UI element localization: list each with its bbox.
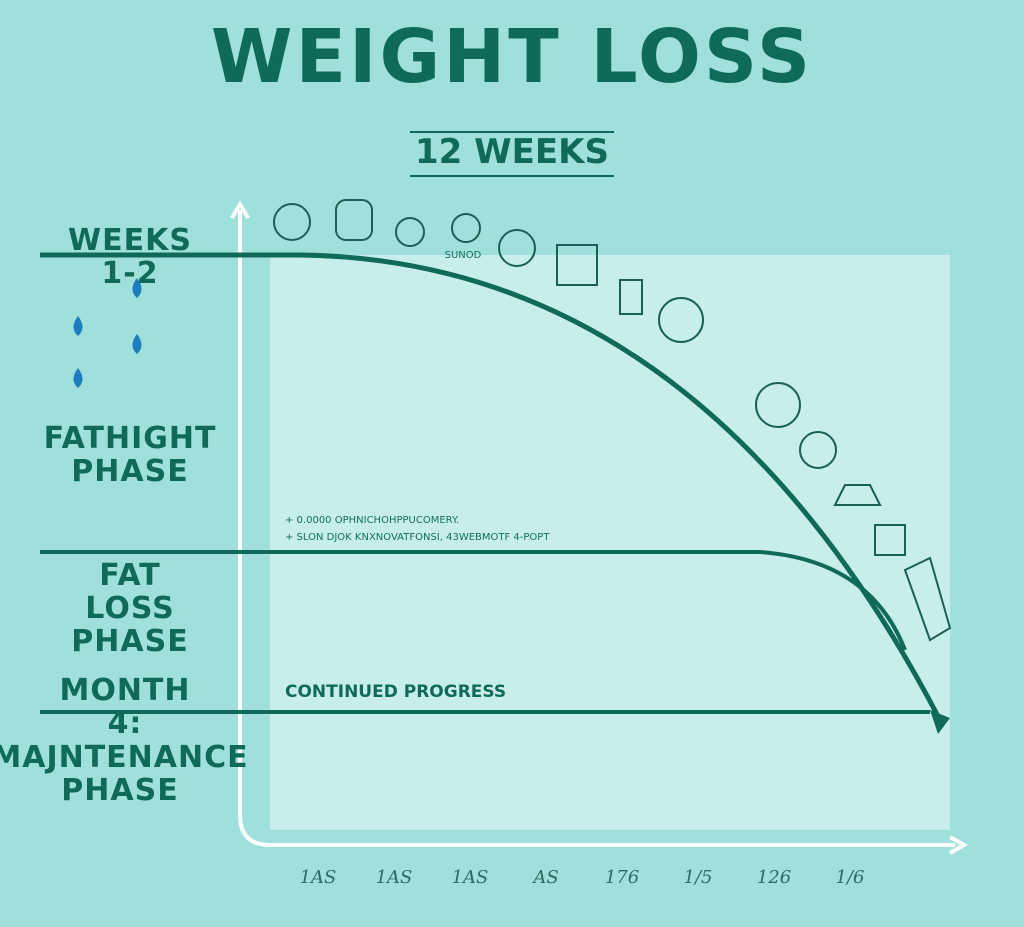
phase-label: FAT LOSS PHASE <box>71 558 188 659</box>
arrowheads <box>230 199 969 855</box>
title: WEIGHT LOSS <box>211 14 813 100</box>
arrow-tip <box>930 710 950 734</box>
note: + SLON DJOK KNXNOVATFONSI, 43WEBMOTF 4-P… <box>285 532 550 543</box>
icons <box>273 199 952 642</box>
x-label: 1/6 <box>836 867 865 888</box>
progress-label: CONTINUED PROGRESS <box>285 682 506 702</box>
phase-label: MONTH 4: <box>59 673 190 741</box>
x-labels: 1AS 1AS 1AS AS 176 1/5 126 1/6 <box>300 867 865 888</box>
icon-label: SUNOD <box>445 250 482 261</box>
x-label: AS <box>531 867 558 888</box>
x-label: 1AS <box>376 867 413 888</box>
phase-label: MAJNTENANCE PHASE <box>0 740 249 808</box>
note: + 0.0000 OPHNICHOHPPUCOMERY. <box>285 515 459 526</box>
x-label: 176 <box>605 867 639 888</box>
x-label: 1AS <box>452 867 489 888</box>
subtitle: 12 WEEKS <box>415 132 609 172</box>
line <box>40 550 907 651</box>
axes <box>238 210 955 847</box>
phase-label: FATHIGHT PHASE <box>44 421 217 489</box>
panel <box>270 255 950 830</box>
x-label: 1AS <box>300 867 337 888</box>
x-label: 1/5 <box>684 867 713 888</box>
drops <box>73 278 142 388</box>
phase-label: WEEKS 1-2 <box>68 223 192 291</box>
x-label: 126 <box>757 867 791 888</box>
